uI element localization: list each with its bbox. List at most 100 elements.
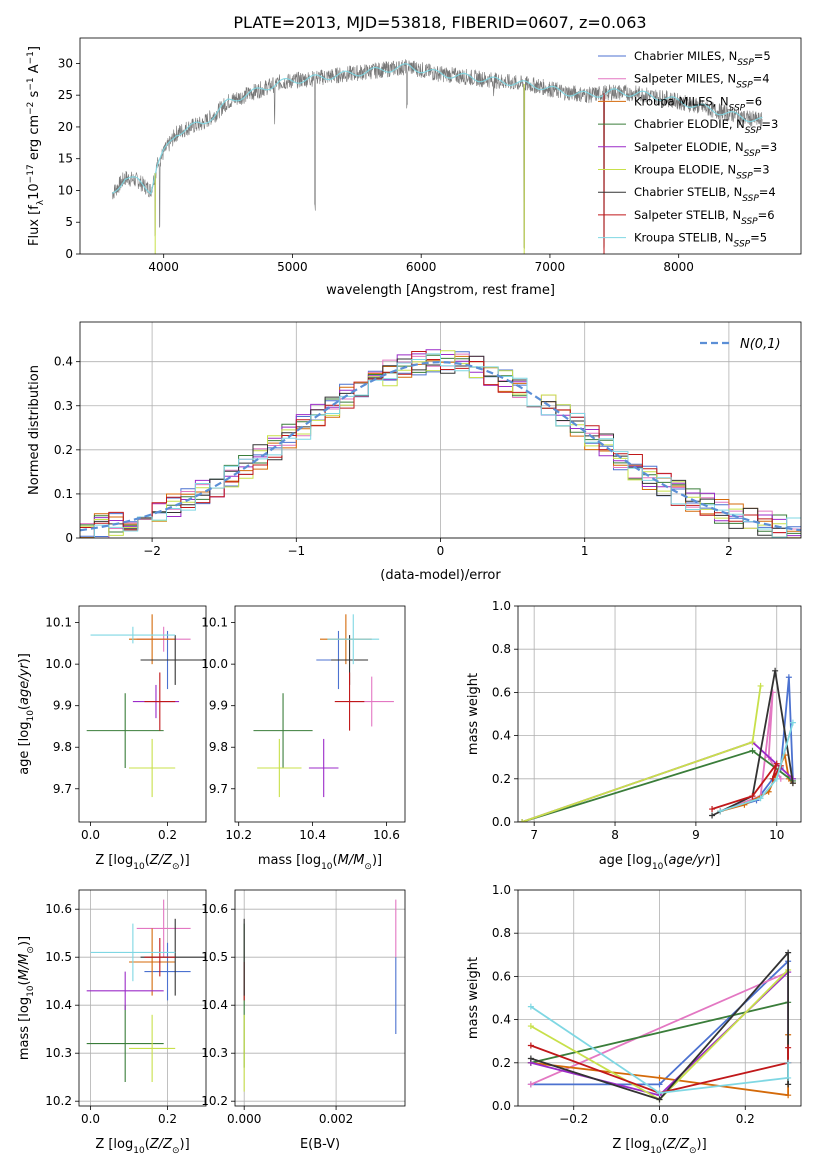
label-part: 10 <box>650 1146 662 1156</box>
legend-entry-label: Chabrier STELIB, NSSP=4 <box>634 185 776 204</box>
label-part: Kroupa MILES, N <box>634 94 729 108</box>
weight-marker <box>527 1055 534 1062</box>
label-part: SSP <box>734 240 751 250</box>
label-part: s <box>27 90 42 101</box>
label-part: Z/Z <box>149 853 173 868</box>
y-tick-label: 0.8 <box>492 642 511 656</box>
weight-marker <box>656 1090 663 1097</box>
y-tick-label: 10.4 <box>45 998 72 1012</box>
label-part: λ <box>36 199 46 205</box>
label-part: ( <box>663 853 668 868</box>
axes-weight-vs-z: −0.2 0.0 0.2 0.0 0.2 0.4 0.6 0.8 1.0 Z [log10(Z/Z… <box>466 883 802 1156</box>
y-tick-label: 0.0 <box>492 815 511 829</box>
weight-series-5 <box>521 685 762 822</box>
axes-frame <box>78 605 207 823</box>
y-tick-label: 9.9 <box>53 699 72 713</box>
y-tick-label: 0.2 <box>492 1056 511 1070</box>
x-tick-label: 0.2 <box>158 1112 177 1126</box>
label-part: ⊙ <box>26 946 36 954</box>
weight-marker <box>757 682 764 689</box>
x-tick-label: 9 <box>692 828 700 842</box>
label-part: 10 <box>133 862 145 872</box>
plot-area-mass-vs-z <box>86 899 206 1082</box>
label-part: Z [log <box>95 853 133 868</box>
label-part: )] <box>710 853 720 868</box>
x-tick-label: 6000 <box>406 260 437 274</box>
y-tick-label: 10.6 <box>45 902 72 916</box>
plot-area-weight-vs-age <box>519 667 796 822</box>
x-tick-label: 0.000 <box>227 1112 261 1126</box>
y-tick-label: 10.3 <box>201 1046 228 1060</box>
y-tick-label: 1.0 <box>492 599 511 613</box>
axes-frame <box>234 605 406 823</box>
y-axis-label: Normed distribution <box>27 365 42 495</box>
weight-series-7 <box>530 1044 789 1094</box>
label-part: age/yr <box>668 853 711 868</box>
label-part: age [log <box>17 722 32 775</box>
y-tick-label: 0.6 <box>492 685 511 699</box>
label-part: )] <box>17 936 32 946</box>
label-part: Z [log <box>612 1137 650 1152</box>
label-part: −17 <box>26 164 36 183</box>
x-axis-label: Z [log10(Z/Z⊙)] <box>612 1137 706 1156</box>
y-axis-label: mass weight <box>466 673 481 755</box>
legend-entry-label: Salpeter STELIB, NSSP=6 <box>634 208 775 227</box>
figure-title: PLATE=2013, MJD=53818, FIBERID=0607, z=0… <box>233 13 646 32</box>
weight-marker <box>785 949 792 956</box>
label-part: ( <box>333 853 338 868</box>
weight-marker <box>772 667 779 674</box>
y-tick-label: 10 <box>58 183 73 197</box>
label-part: Kroupa STELIB, N <box>634 231 734 245</box>
x-tick-label: 1 <box>581 544 589 558</box>
label-part: =5 <box>750 231 767 245</box>
y-tick-label: 9.7 <box>53 782 72 796</box>
label-part: ( <box>17 980 32 985</box>
weight-marker <box>773 775 780 782</box>
label-part: Chabrier MILES, N <box>634 49 737 63</box>
weight-marker <box>709 806 716 813</box>
weight-marker <box>527 1081 534 1088</box>
label-part: ( <box>662 1137 667 1152</box>
weight-marker <box>519 819 526 822</box>
plots-layer: 4000 5000 6000 7000 8000051015202530waveleng… <box>17 37 802 1156</box>
label-part: M/M <box>338 853 365 868</box>
weight-marker <box>527 1042 534 1049</box>
label-part: M/M <box>17 954 32 981</box>
label-part: 10 <box>652 862 664 872</box>
x-axis-label: wavelength [Angstrom, rest frame] <box>326 283 555 298</box>
y-tick-label: 10.3 <box>45 1046 72 1060</box>
y-tick-label: 10.4 <box>201 998 228 1012</box>
label-part: Z/Z <box>149 1137 173 1152</box>
label-part: ( <box>17 705 32 710</box>
plot-area-age-vs-z <box>86 614 206 798</box>
legend-entry-label: Kroupa STELIB, NSSP=5 <box>634 231 767 250</box>
weight-marker <box>785 1044 792 1051</box>
label-part: Salpeter ELODIE, N <box>634 140 744 154</box>
label-part: mass [log <box>17 997 32 1060</box>
x-axis-label: Z [log10(Z/Z⊙)] <box>95 853 189 872</box>
label-part: age [log <box>599 853 652 868</box>
label-part: SSP <box>736 172 753 182</box>
label-part: 10 <box>26 710 36 722</box>
x-tick-label: 0.002 <box>319 1112 353 1126</box>
plot-area-spectrum <box>111 59 763 254</box>
legend-entry-label: Salpeter MILES, NSSP=4 <box>634 72 770 91</box>
label-part: ( <box>145 853 150 868</box>
label-part: =6 <box>758 208 775 222</box>
axes-frame <box>517 605 802 823</box>
spectrum-model-line <box>111 63 763 195</box>
label-part: SSP <box>737 58 754 68</box>
label-part: ⊙ <box>689 1146 697 1156</box>
spectrum-data-line <box>111 59 763 254</box>
histogram-8 <box>80 353 801 538</box>
axes-residuals: −2 −1 0 1 2 0 0.1 0.2 0.3 0.4 (data-model)/error No… <box>27 321 802 583</box>
weight-marker <box>527 1023 534 1030</box>
x-tick-label: 0.0 <box>650 1112 669 1126</box>
x-tick-label: 5000 <box>277 260 308 274</box>
label-part: ( <box>145 1137 150 1152</box>
y-tick-label: 30 <box>58 56 73 70</box>
label-part: Kroupa ELODIE, N <box>634 163 736 177</box>
legend-entry-label: N(0,1) <box>740 337 781 352</box>
legend-entry-label: Kroupa MILES, NSSP=6 <box>634 94 762 113</box>
label-part: )] <box>17 653 32 663</box>
